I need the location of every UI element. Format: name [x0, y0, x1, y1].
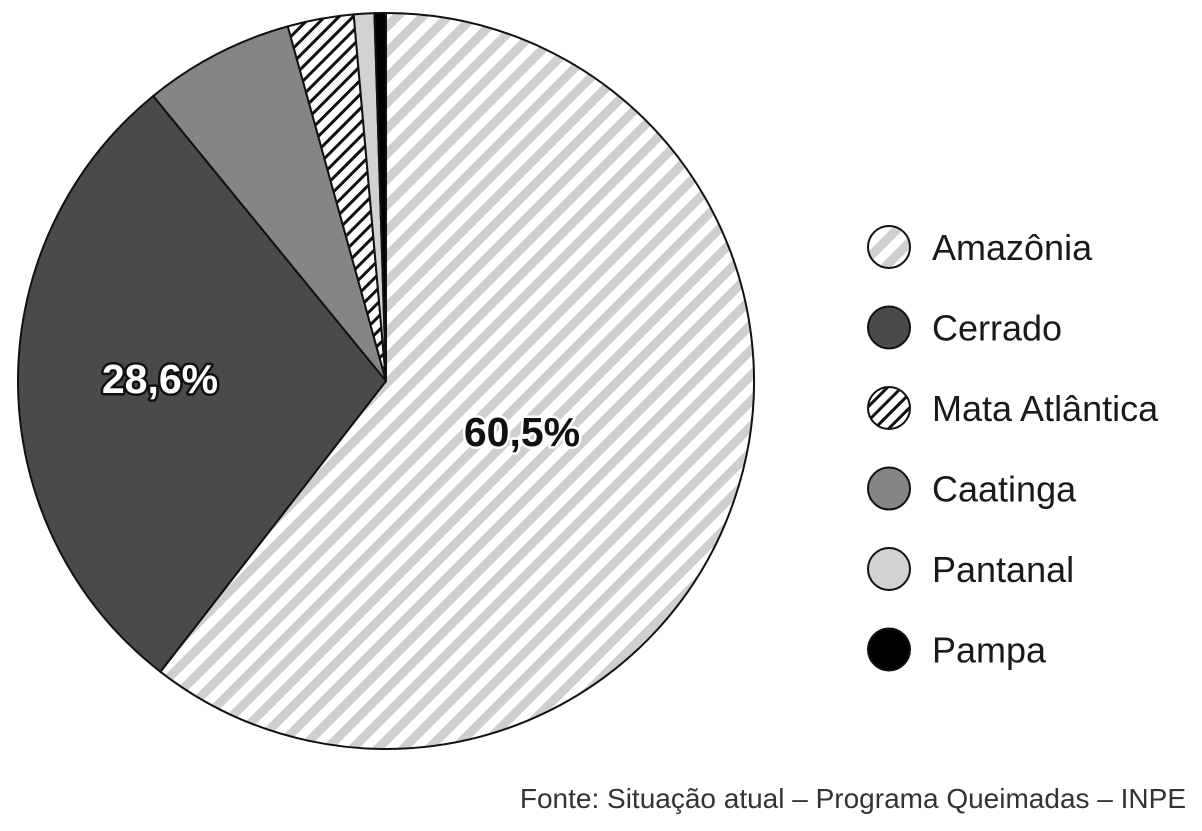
legend-swatch-caatinga [867, 466, 911, 511]
pie-slice-caatinga [152, 25, 387, 382]
pie-slice-pampa [373, 11, 387, 382]
legend-label-caatinga: Caatinga [932, 469, 1077, 510]
pie-label-cerrado: 28,6% [102, 356, 218, 402]
pie-slices [17, 11, 755, 750]
pie-slice-cerrado [17, 94, 387, 673]
legend-swatch-mata-atlantica [867, 386, 911, 430]
legend-label-mata-atlantica: Mata Atlântica [932, 388, 1159, 429]
legend-swatch-cerrado [867, 305, 911, 350]
legend-swatch-pantanal [867, 547, 911, 591]
source-note: Fonte: Situação atual – Programa Queimad… [520, 783, 1186, 814]
legend-label-pantanal: Pantanal [932, 549, 1074, 590]
pie-slice-amazonia [159, 12, 755, 750]
pie-labels: 60,5% 28,6% [99, 354, 582, 458]
pie-label-amazonia: 60,5% [464, 409, 580, 455]
legend: Amazônia Cerrado Mata Atlântica Caatinga Pan… [867, 225, 1159, 672]
legend-label-amazonia: Amazônia [932, 227, 1093, 268]
legend-swatch-pampa [867, 627, 911, 672]
legend-label-pampa: Pampa [932, 630, 1047, 671]
legend-label-cerrado: Cerrado [932, 308, 1062, 349]
legend-swatch-amazonia [867, 225, 911, 269]
